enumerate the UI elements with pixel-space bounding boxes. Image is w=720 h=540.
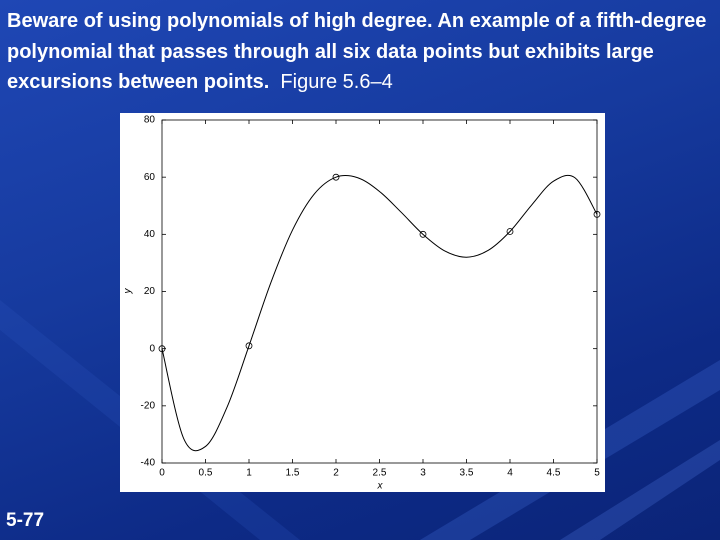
x-tick-label: 1.5 xyxy=(286,468,300,479)
x-tick-label: 3.5 xyxy=(460,468,474,479)
y-tick-label: 80 xyxy=(144,115,156,126)
y-tick-label: -20 xyxy=(141,400,156,411)
data-point xyxy=(332,173,340,181)
data-point xyxy=(158,345,166,353)
x-tick-label: 2.5 xyxy=(373,468,387,479)
y-tick-label: -40 xyxy=(141,458,156,469)
data-point xyxy=(593,210,601,218)
data-point xyxy=(506,228,514,235)
heading-bold: Beware of using polynomials of high degr… xyxy=(7,10,707,93)
x-tick-label: 2 xyxy=(333,468,339,479)
curve xyxy=(161,174,598,452)
x-tick-label: 4.5 xyxy=(547,468,561,479)
heading: Beware of using polynomials of high degr… xyxy=(7,6,713,98)
y-tick-label: 0 xyxy=(149,343,155,354)
x-tick-label: 4 xyxy=(507,468,513,479)
x-tick-label: 0 xyxy=(159,468,165,479)
y-tick-label: 20 xyxy=(144,286,156,297)
data-point xyxy=(419,230,427,238)
x-axis-label: x xyxy=(377,481,384,492)
x-tick-label: 1 xyxy=(246,468,252,479)
chart-panel xyxy=(120,113,605,492)
slide-number: 5-77 xyxy=(6,510,45,531)
y-tick-label: 60 xyxy=(144,172,156,183)
data-point xyxy=(245,342,253,350)
x-tick-label: 5 xyxy=(594,468,600,479)
y-axis-label: y xyxy=(123,288,134,295)
heading-figure: Figure 5.6–4 xyxy=(280,71,393,93)
y-tick-label: 40 xyxy=(144,229,156,240)
x-tick-label: 3 xyxy=(420,468,426,479)
x-tick-label: 0.5 xyxy=(199,468,213,479)
